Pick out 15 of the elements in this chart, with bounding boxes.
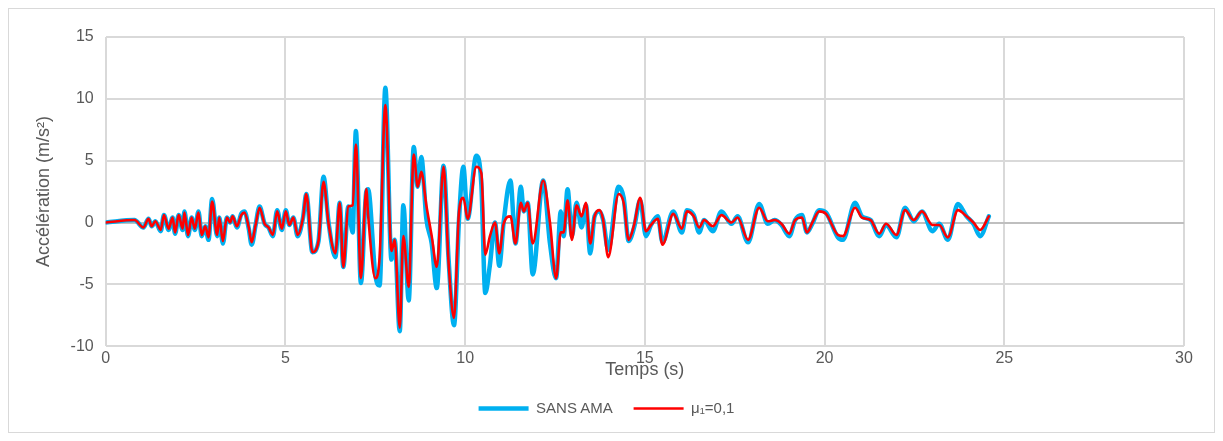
y-tick-label: 0 [84,212,94,230]
y-tick-label: 15 [75,27,94,45]
legend-label: μ₁=0,1 [691,398,735,416]
y-tick-label: -10 [70,336,94,354]
x-tick-label: 20 [815,349,834,367]
x-tick-label: 0 [101,349,111,367]
legend-label: SANS AMA [536,398,613,416]
x-tick-label: 5 [280,349,290,367]
x-tick-label: 25 [995,349,1014,367]
y-tick-label: 5 [84,151,94,169]
y-tick-label: 10 [75,89,94,107]
x-tick-label: 10 [456,349,475,367]
y-axis-title: Accélération (m/s²) [32,116,53,268]
x-tick-label: 30 [1175,349,1193,367]
y-tick-label: -5 [79,274,94,292]
